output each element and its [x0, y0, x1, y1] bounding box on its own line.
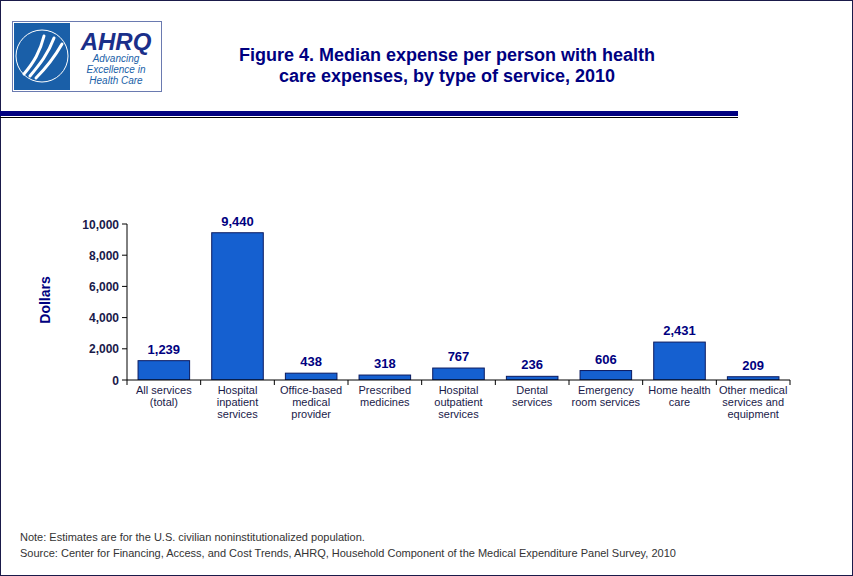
chart-svg: AHRQ 0 2,000 4,000 6,000 8,000 10,000 Dollars 1,… — [0, 0, 853, 576]
x-axis — [127, 380, 790, 381]
x-tick-label: Emergency room services — [569, 384, 643, 408]
data-label: 236 — [521, 357, 543, 372]
x-tick — [421, 380, 422, 385]
bar — [212, 233, 264, 380]
logo-eagle-bg — [14, 23, 70, 90]
data-label: 1,239 — [148, 342, 181, 357]
x-tick-label: Home health care — [643, 384, 717, 408]
logo-text: AHRQ — [80, 28, 152, 55]
bar — [138, 361, 190, 380]
logo-box — [13, 22, 162, 92]
x-tick — [790, 380, 791, 385]
bars — [138, 233, 779, 380]
x-tick — [200, 380, 201, 385]
x-tick-label: Dental services — [495, 384, 569, 408]
bar — [359, 375, 411, 380]
data-label: 209 — [742, 358, 764, 373]
x-tick — [348, 380, 349, 385]
bar — [580, 371, 632, 380]
x-tick-label: Prescribed medicines — [348, 384, 422, 408]
title: Figure 4. Median expense per person with… — [222, 45, 672, 87]
annotation: Note: Estimates are for the U.S. civilia… — [20, 531, 365, 544]
header-rule-shadow — [0, 117, 738, 118]
x-tick — [642, 380, 643, 385]
x-tick — [569, 380, 570, 385]
data-label: 767 — [448, 349, 470, 364]
y-tick — [122, 224, 127, 225]
annotation: Source: Center for Financing, Access, an… — [20, 547, 676, 560]
x-tick-label: Other medical services and equipment — [716, 384, 790, 420]
y-axis-label: Dollars — [37, 276, 53, 324]
y-axis — [127, 224, 128, 380]
y-tick-label: 10,000 — [82, 218, 119, 232]
y-tick-label: 2,000 — [89, 342, 119, 356]
x-tick — [716, 380, 717, 385]
data-label: 606 — [595, 352, 617, 367]
x-tick-label: Office-based medical provider — [274, 384, 348, 420]
bar — [506, 376, 558, 380]
x-tick-label: Hospital inpatient services — [201, 384, 275, 420]
y-tick — [122, 317, 127, 318]
logo-seal — [16, 30, 68, 82]
x-tick — [495, 380, 496, 385]
y-tick — [122, 380, 127, 381]
data-label: 438 — [300, 354, 322, 369]
y-tick-label: 6,000 — [89, 280, 119, 294]
data-label: 2,431 — [663, 323, 696, 338]
data-label: 9,440 — [221, 214, 254, 229]
bar — [433, 368, 485, 380]
x-tick — [127, 380, 128, 385]
x-tick-label: Hospital outpatient services — [422, 384, 496, 420]
y-tick — [122, 255, 127, 256]
logo-tagline: Advancing Excellence in Health Care — [80, 53, 152, 86]
header-rule — [0, 111, 738, 116]
y-tick-label: 8,000 — [89, 249, 119, 263]
y-tick-label: 4,000 — [89, 311, 119, 325]
bar — [285, 373, 337, 380]
x-tick-label: All services (total) — [127, 384, 201, 408]
x-tick — [274, 380, 275, 385]
y-tick-label: 0 — [112, 374, 119, 388]
y-tick — [122, 286, 127, 287]
data-label: 318 — [374, 356, 396, 371]
y-tick — [122, 348, 127, 349]
bar — [654, 342, 706, 380]
logo-eagle — [24, 36, 62, 78]
